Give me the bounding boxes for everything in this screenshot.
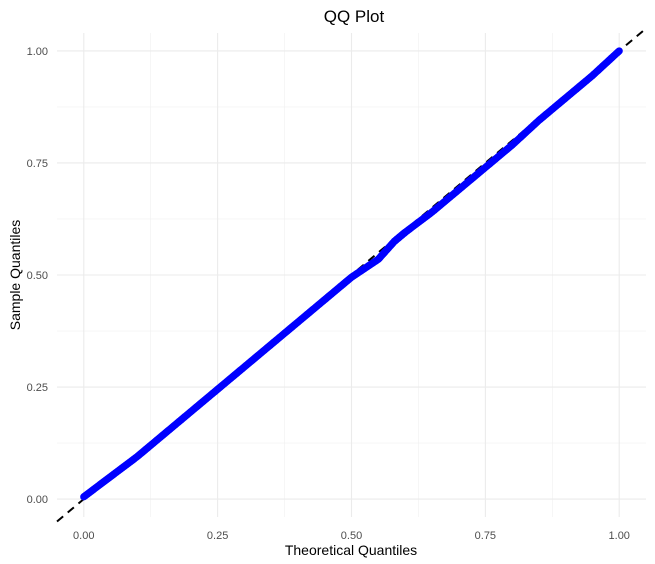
sample-point	[615, 47, 623, 55]
y-tick-label: 0.50	[27, 270, 48, 282]
x-tick-label: 0.25	[207, 530, 228, 542]
chart-title: QQ Plot	[324, 7, 385, 26]
x-tick-label: 0.00	[73, 530, 94, 542]
x-axis-ticks: 0.00 0.25 0.50 0.75 1.00	[73, 530, 630, 542]
y-axis-title: Sample Quantiles	[7, 220, 23, 331]
y-tick-label: 0.25	[27, 382, 48, 394]
x-tick-label: 1.00	[609, 530, 630, 542]
y-tick-label: 0.75	[27, 158, 48, 170]
grid-lines	[57, 33, 646, 517]
sample-points	[80, 47, 623, 501]
x-tick-label: 0.50	[341, 530, 362, 542]
y-tick-label: 0.00	[27, 494, 48, 506]
y-axis-ticks: 0.00 0.25 0.50 0.75 1.00	[27, 46, 48, 506]
y-tick-label: 1.00	[27, 46, 48, 58]
x-axis-title: Theoretical Quantiles	[285, 542, 417, 558]
x-tick-label: 0.75	[475, 530, 496, 542]
